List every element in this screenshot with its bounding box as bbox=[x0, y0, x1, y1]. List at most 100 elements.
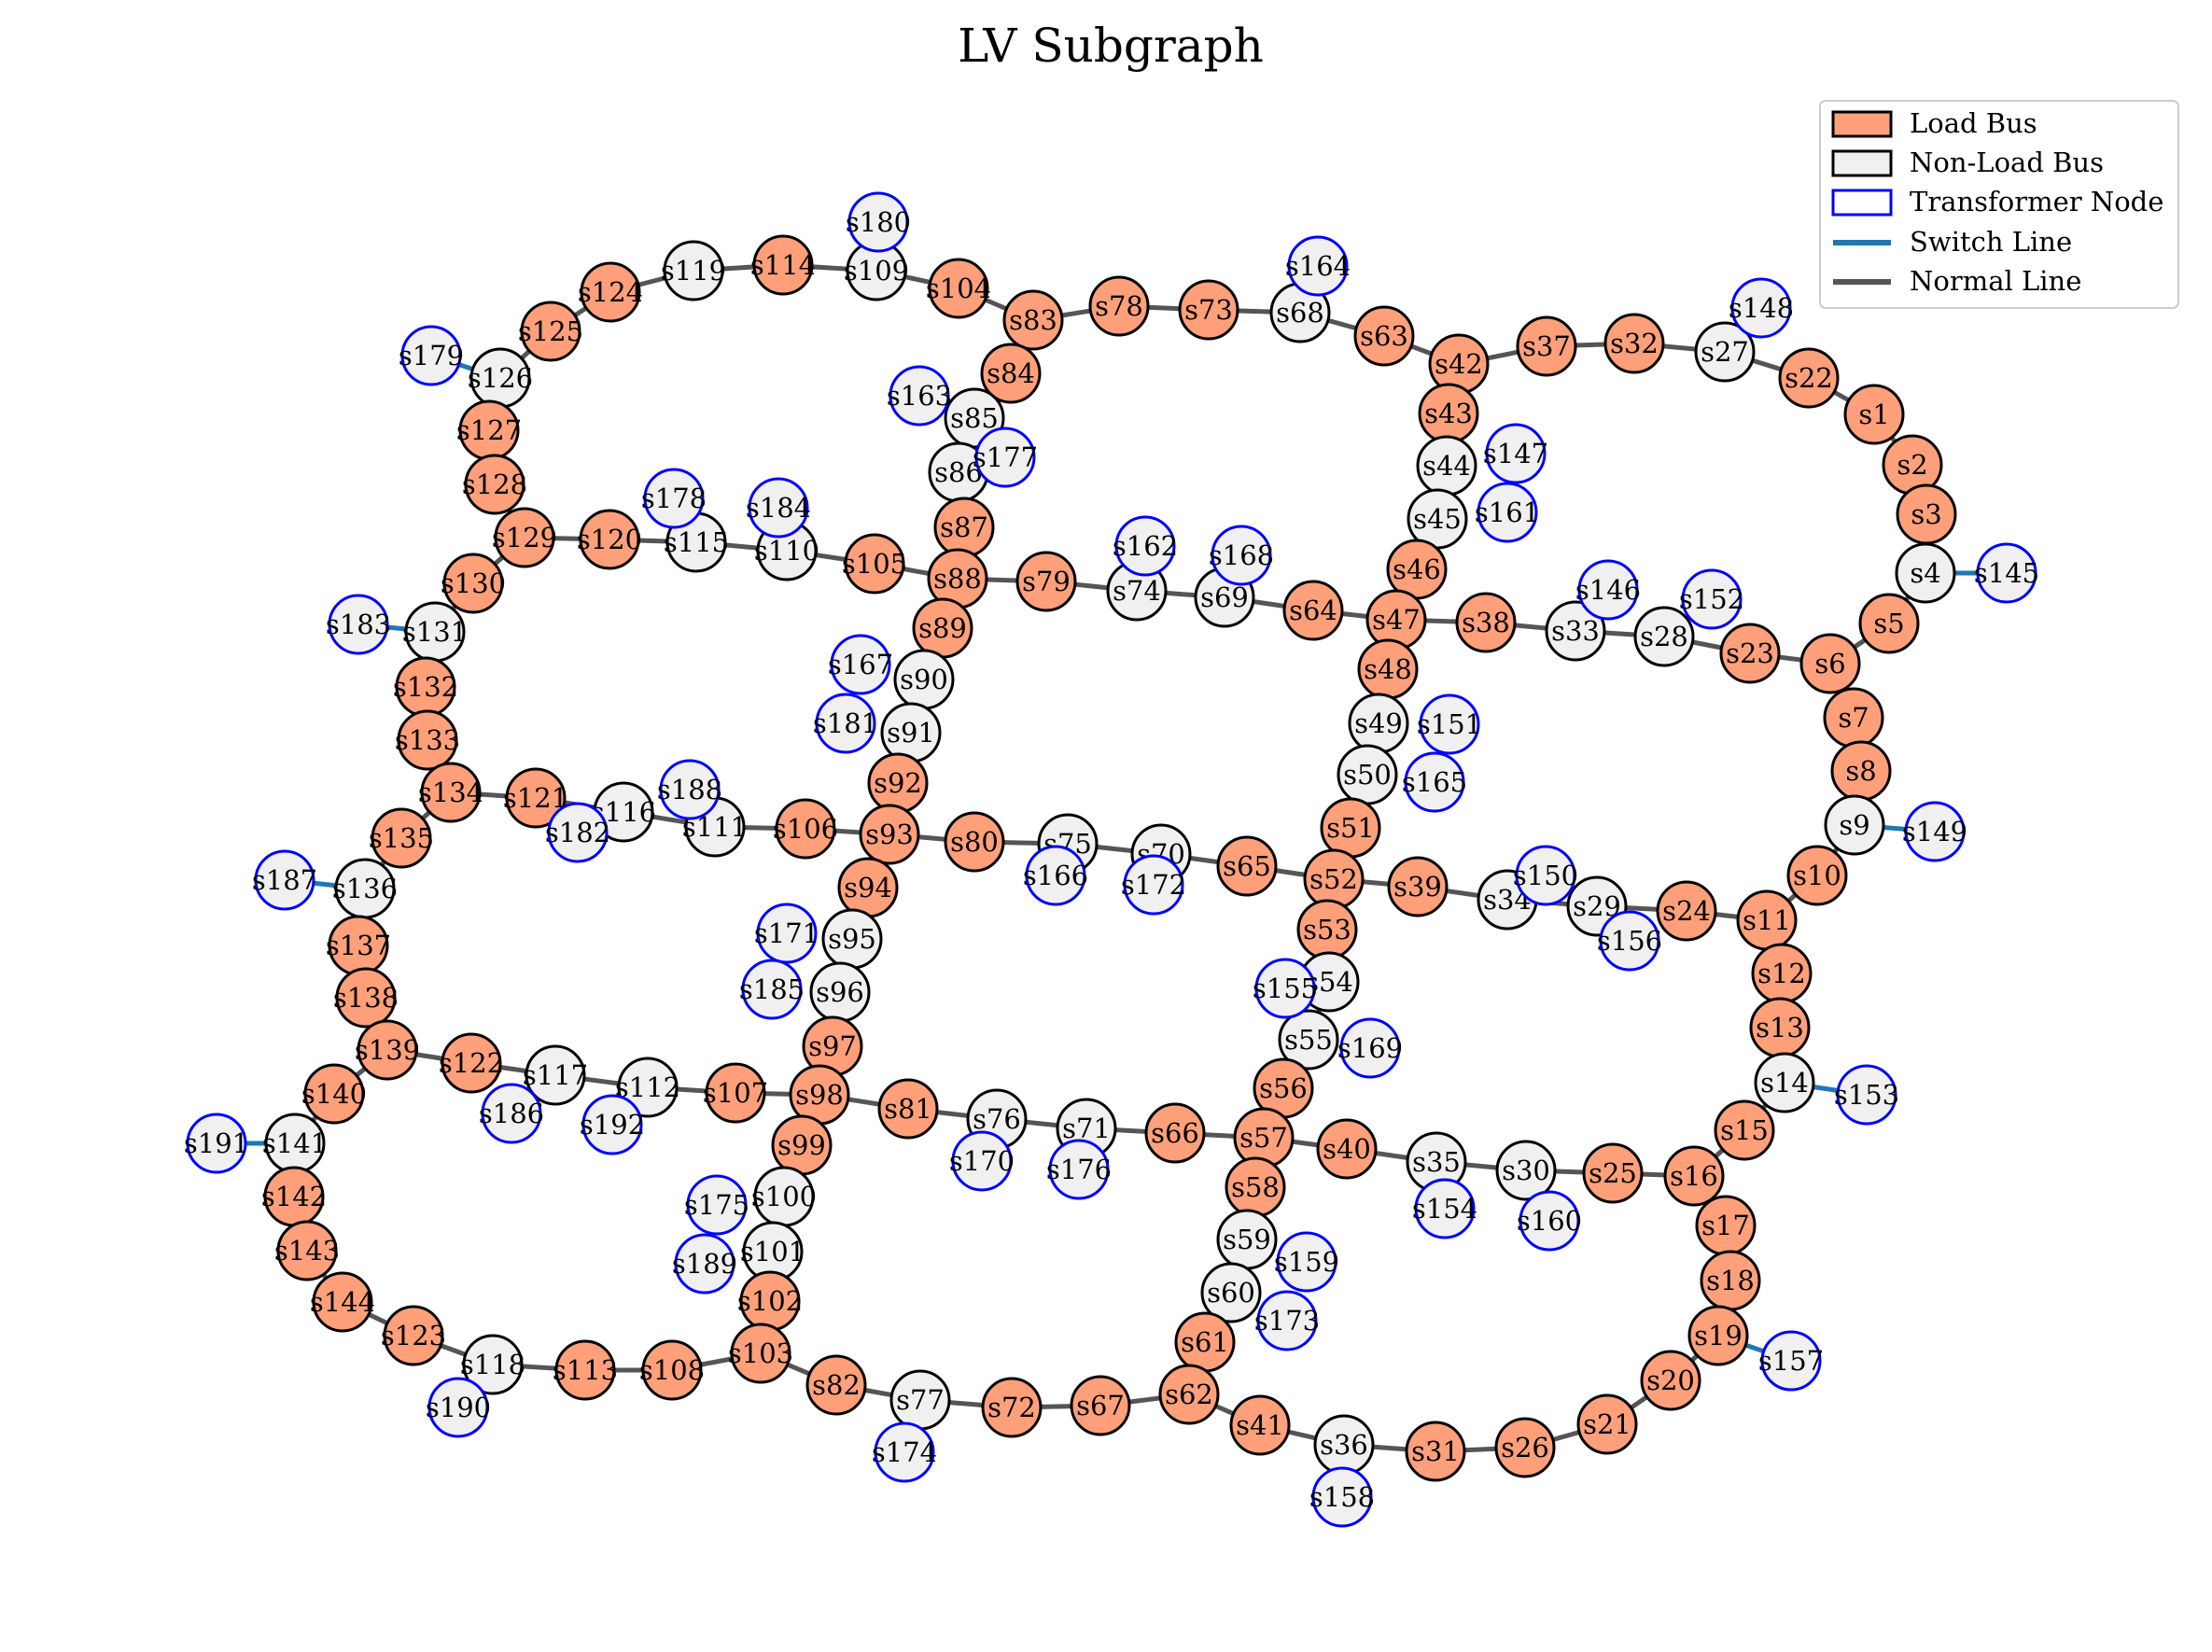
node-label: s132 bbox=[393, 671, 458, 703]
non-load-bus-s36: s36 bbox=[1313, 1414, 1375, 1476]
non-load-bus-s136: s136 bbox=[332, 858, 398, 919]
load-bus-circle bbox=[371, 807, 432, 869]
non-load-bus-s33: s33 bbox=[1545, 600, 1606, 662]
transformer-node-circle bbox=[674, 1233, 735, 1295]
transformer-node-s149: s149 bbox=[1902, 801, 1967, 862]
load-bus-s130: s130 bbox=[441, 553, 506, 614]
transformer-node-s176: s176 bbox=[1046, 1139, 1112, 1200]
load-bus-circle bbox=[1178, 279, 1239, 341]
transformer-node-s151: s151 bbox=[1417, 693, 1482, 755]
non-load-bus-s109: s109 bbox=[844, 240, 909, 301]
node-label: s177 bbox=[973, 441, 1038, 473]
node-label: s124 bbox=[578, 276, 643, 308]
non-load-bus-s100: s100 bbox=[751, 1166, 817, 1227]
node-label: s60 bbox=[1207, 1277, 1255, 1309]
node-label: s73 bbox=[1184, 294, 1233, 326]
node-label: s39 bbox=[1393, 871, 1442, 903]
load-bus-s81: s81 bbox=[877, 1078, 939, 1140]
load-bus-circle bbox=[1603, 313, 1665, 374]
load-bus-s56: s56 bbox=[1253, 1057, 1314, 1119]
node-label: s77 bbox=[896, 1384, 945, 1416]
non-load-bus-s30: s30 bbox=[1495, 1140, 1557, 1201]
non-load-bus-s4: s4 bbox=[1895, 542, 1956, 604]
non-load-bus-s59: s59 bbox=[1216, 1209, 1278, 1270]
transformer-node-s180: s180 bbox=[846, 191, 911, 253]
transformer-node-circle bbox=[830, 634, 891, 695]
load-bus-s99: s99 bbox=[771, 1114, 833, 1176]
node-label: s49 bbox=[1354, 707, 1403, 739]
node-label: s9 bbox=[1839, 809, 1869, 841]
load-bus-circle bbox=[1799, 633, 1861, 694]
node-label: s86 bbox=[934, 456, 983, 488]
node-label: s106 bbox=[773, 813, 838, 845]
node-label: s137 bbox=[326, 930, 391, 961]
node-label: s120 bbox=[577, 524, 642, 555]
load-bus-circle bbox=[303, 1063, 365, 1125]
load-bus-circle bbox=[1582, 1142, 1644, 1204]
load-bus-circle bbox=[1353, 305, 1415, 367]
load-bus-s84: s84 bbox=[980, 343, 1042, 404]
load-bus-s48: s48 bbox=[1357, 638, 1419, 700]
load-bus-s123: s123 bbox=[381, 1305, 446, 1366]
node-label: s173 bbox=[1254, 1305, 1320, 1337]
node-label: s179 bbox=[399, 340, 464, 371]
node-label: s192 bbox=[580, 1109, 645, 1141]
load-bus-circle bbox=[276, 1220, 338, 1281]
transformer-node-circle bbox=[581, 1094, 643, 1155]
transformer-node-circle bbox=[481, 1083, 542, 1144]
node-label: s188 bbox=[657, 774, 722, 805]
load-bus-s142: s142 bbox=[261, 1166, 327, 1227]
non-load-bus-s74: s74 bbox=[1106, 560, 1168, 622]
node-label: s133 bbox=[395, 724, 460, 756]
transformer-node-s161: s161 bbox=[1475, 482, 1540, 543]
transformer-node-s173: s173 bbox=[1254, 1290, 1320, 1351]
load-bus-circle bbox=[554, 1339, 616, 1401]
non-load-bus-s35: s35 bbox=[1406, 1131, 1467, 1193]
node-label: s88 bbox=[933, 563, 982, 595]
transformer-node-circle bbox=[974, 427, 1036, 488]
non-load-bus-s68: s68 bbox=[1269, 282, 1331, 343]
transformer-node-circle bbox=[1760, 1330, 1822, 1392]
transformer-node-circle bbox=[815, 693, 876, 754]
load-bus-s8: s8 bbox=[1830, 740, 1892, 802]
legend-switch-label: Switch Line bbox=[1910, 226, 2072, 258]
transformer-node-circle bbox=[427, 1377, 489, 1438]
node-label: s85 bbox=[950, 402, 999, 434]
node-label: s25 bbox=[1589, 1157, 1637, 1189]
node-label: s145 bbox=[1974, 557, 2039, 589]
transformer-node-s190: s190 bbox=[426, 1377, 491, 1438]
non-load-bus-circle bbox=[1200, 1262, 1262, 1323]
node-label: s142 bbox=[261, 1181, 327, 1212]
node-label: s164 bbox=[1285, 250, 1351, 282]
node-label: s45 bbox=[1413, 503, 1462, 535]
non-load-bus-s126: s126 bbox=[468, 347, 533, 409]
node-label: s42 bbox=[1435, 348, 1483, 380]
load-bus-circle bbox=[1494, 1417, 1556, 1478]
node-label: s104 bbox=[926, 273, 991, 304]
node-label: s186 bbox=[479, 1098, 544, 1129]
transformer-node-s157: s157 bbox=[1758, 1330, 1824, 1392]
node-label: s21 bbox=[1583, 1408, 1631, 1440]
load-bus-s31: s31 bbox=[1405, 1421, 1466, 1482]
transformer-node-circle bbox=[847, 191, 909, 253]
node-label: s151 bbox=[1417, 708, 1482, 740]
load-bus-s57: s57 bbox=[1233, 1107, 1295, 1169]
load-bus-s46: s46 bbox=[1386, 539, 1448, 600]
transformer-node-circle bbox=[748, 477, 809, 539]
load-bus-circle bbox=[1229, 1394, 1291, 1456]
legend-frame bbox=[1819, 100, 2179, 309]
node-label: s12 bbox=[1757, 958, 1806, 989]
transformer-node-s165: s165 bbox=[1402, 751, 1467, 813]
node-label: s48 bbox=[1364, 653, 1412, 685]
legend-transformer-label: Transformer Node bbox=[1910, 186, 2163, 217]
load-bus-circle bbox=[580, 261, 641, 323]
load-bus-s65: s65 bbox=[1216, 835, 1278, 897]
load-bus-s78: s78 bbox=[1088, 275, 1150, 337]
node-label: s165 bbox=[1402, 766, 1467, 798]
load-bus-circle bbox=[1656, 880, 1717, 942]
transformer-node-s154: s154 bbox=[1412, 1178, 1477, 1239]
node-label: s14 bbox=[1760, 1067, 1809, 1099]
load-bus-s26: s26 bbox=[1494, 1417, 1556, 1478]
load-bus-s37: s37 bbox=[1516, 315, 1577, 377]
transformer-node-circle bbox=[951, 1130, 1013, 1192]
